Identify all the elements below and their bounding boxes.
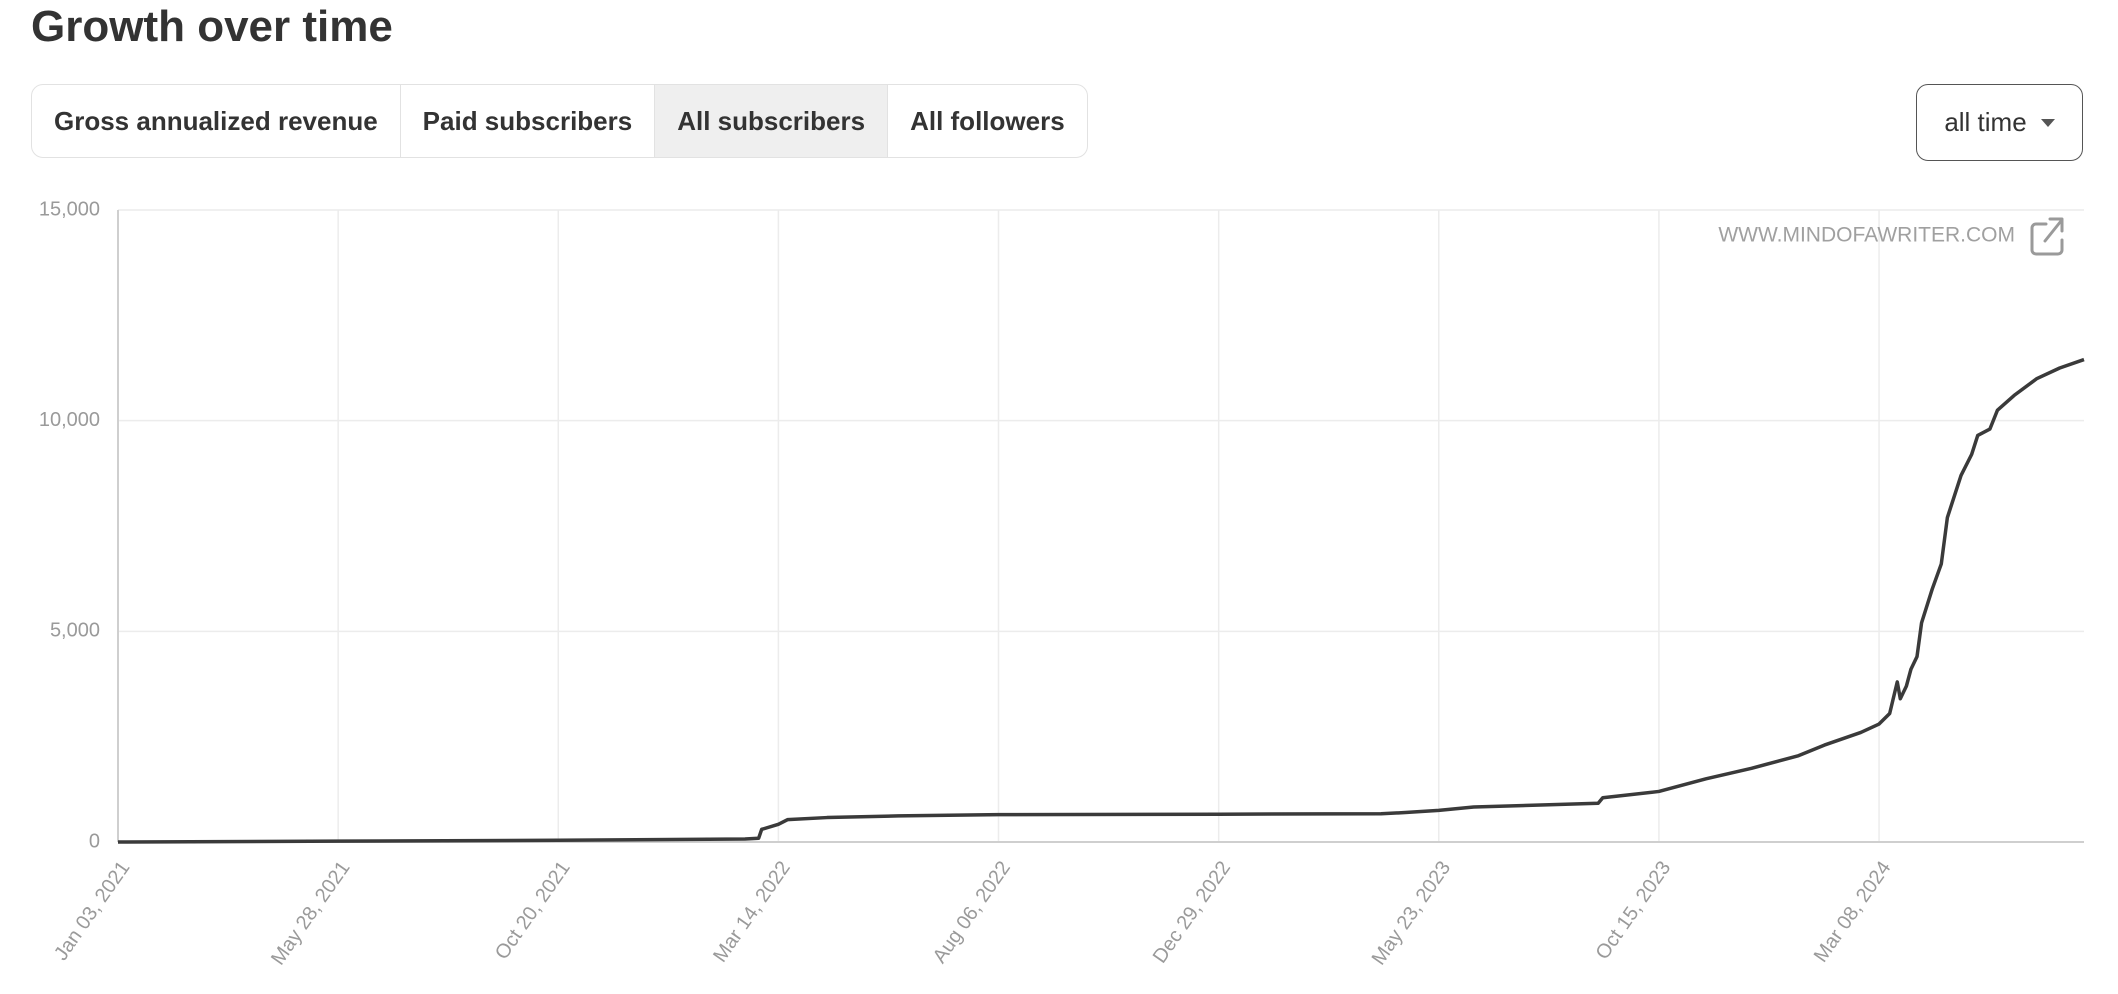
x-tick-label: Oct 20, 2021	[491, 857, 575, 963]
watermark-link[interactable]: WWW.MINDOFAWRITER.COM	[1718, 217, 2064, 256]
watermark: WWW.MINDOFAWRITER.COM	[1718, 224, 2015, 247]
external-link-icon	[2030, 217, 2064, 256]
x-tick-label: Mar 08, 2024	[1810, 857, 1896, 966]
x-tick-label: May 23, 2023	[1368, 857, 1456, 969]
y-tick-label: 5,000	[50, 620, 100, 642]
data-line	[117, 357, 2085, 844]
y-tick-label: 10,000	[39, 409, 100, 431]
page-title: Growth over time	[31, 2, 393, 51]
dropdown-label: all time	[1944, 107, 2027, 137]
range-dropdown[interactable]: all time	[1916, 84, 2083, 161]
tab[interactable]: Gross annualized revenue	[32, 85, 401, 157]
tab[interactable]: All subscribers	[655, 85, 889, 157]
tab[interactable]: Paid subscribers	[401, 85, 656, 157]
x-tick-label: Jan 03, 2021	[50, 857, 134, 964]
x-tick-label: Mar 14, 2022	[709, 857, 795, 966]
tab[interactable]: All followers	[910, 105, 1065, 136]
y-tick-label: 15,000	[39, 198, 100, 220]
x-tick-label: Aug 06, 2022	[929, 857, 1015, 967]
x-tick-label: Oct 15, 2023	[1592, 857, 1676, 963]
tab-bar: Gross annualized revenue Paid subscribers…	[31, 84, 1088, 158]
x-tick-label: May 28, 2021	[267, 857, 355, 969]
dropdown-caret	[2040, 118, 2055, 127]
x-tick-label: Dec 29, 2022	[1149, 857, 1235, 967]
y-tick-label: 0	[89, 830, 100, 852]
